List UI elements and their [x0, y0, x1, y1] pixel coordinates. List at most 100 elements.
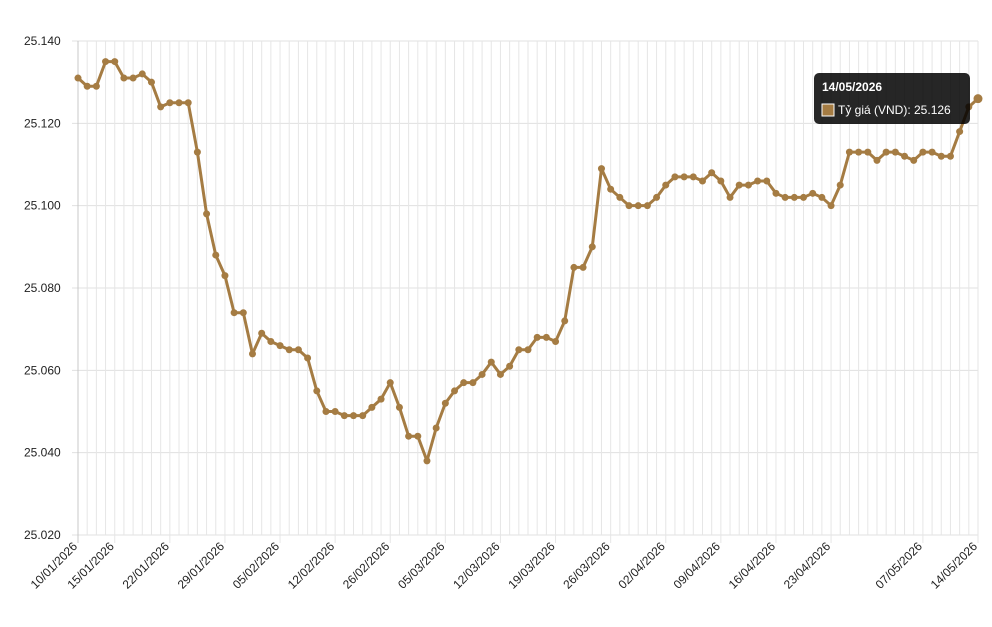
tooltip: 14/05/2026 Tỷ giá (VND): 25.126	[814, 73, 970, 124]
data-point	[946, 152, 954, 160]
x-tick-label: 09/04/2026	[671, 539, 724, 592]
data-point	[414, 432, 422, 440]
x-tick-label: 29/01/2026	[175, 539, 228, 592]
data-point	[368, 403, 376, 411]
data-point	[92, 82, 100, 90]
data-point	[634, 202, 642, 210]
x-tick-label: 12/03/2026	[450, 539, 503, 592]
data-point	[405, 432, 413, 440]
data-point	[496, 370, 504, 378]
data-point	[478, 370, 486, 378]
x-tick-label: 07/05/2026	[873, 539, 926, 592]
data-point	[120, 74, 128, 82]
data-point	[147, 78, 155, 86]
data-point	[680, 173, 688, 181]
data-point	[350, 412, 358, 420]
data-point	[423, 457, 431, 465]
plot	[74, 58, 983, 465]
data-point	[157, 103, 165, 111]
data-point	[102, 58, 110, 66]
data-point	[230, 309, 238, 317]
y-tick-label: 25.060	[24, 363, 61, 377]
data-point	[432, 424, 440, 432]
data-point	[956, 128, 964, 136]
data-point	[708, 169, 716, 177]
data-point	[248, 350, 256, 358]
x-tick-label: 16/04/2026	[726, 539, 779, 592]
tooltip-swatch	[821, 103, 835, 117]
tooltip-text: Tỷ giá (VND): 25.126	[838, 103, 951, 117]
tooltip-box	[814, 73, 970, 124]
data-point	[671, 173, 679, 181]
data-point	[597, 165, 605, 173]
data-point	[937, 152, 945, 160]
data-point	[689, 173, 697, 181]
data-point	[616, 193, 624, 201]
data-point	[441, 399, 449, 407]
y-tick-label: 25.080	[24, 281, 61, 295]
data-point	[662, 181, 670, 189]
data-point	[928, 148, 936, 156]
x-tick-label: 05/02/2026	[230, 539, 283, 592]
data-point	[790, 193, 798, 201]
data-point	[607, 185, 615, 193]
data-point	[772, 189, 780, 197]
data-point	[800, 193, 808, 201]
data-point	[533, 333, 541, 341]
data-point	[506, 362, 514, 370]
data-point	[864, 148, 872, 156]
data-point	[359, 412, 367, 420]
data-point	[304, 354, 312, 362]
x-tick-label: 23/04/2026	[781, 539, 834, 592]
x-tick-label: 26/03/2026	[560, 539, 613, 592]
data-point	[83, 82, 91, 90]
data-point	[239, 309, 247, 317]
data-point	[781, 193, 789, 201]
data-point	[166, 99, 174, 107]
data-point	[717, 177, 725, 185]
data-point	[377, 395, 385, 403]
data-point	[570, 263, 578, 271]
tooltip-title: 14/05/2026	[822, 80, 882, 94]
data-point	[313, 387, 321, 395]
data-point	[542, 333, 550, 341]
data-point	[129, 74, 137, 82]
data-point	[322, 408, 330, 415]
data-point	[588, 243, 596, 251]
x-tick-label: 02/04/2026	[616, 539, 669, 592]
x-tick-label: 05/03/2026	[395, 539, 448, 592]
data-point	[212, 251, 220, 259]
data-point	[754, 177, 762, 185]
data-point	[919, 148, 927, 156]
data-point	[698, 177, 706, 185]
data-point	[561, 317, 569, 325]
x-tick-label: 26/02/2026	[340, 539, 393, 592]
data-point	[138, 70, 146, 78]
data-point	[579, 263, 587, 271]
data-point	[203, 210, 211, 218]
data-point	[276, 342, 284, 350]
data-point	[873, 156, 881, 164]
data-point	[809, 189, 817, 197]
x-tick-label: 14/05/2026	[928, 539, 981, 592]
data-point	[469, 379, 477, 387]
data-point	[836, 181, 844, 189]
data-point	[901, 152, 909, 160]
data-point	[735, 181, 743, 189]
data-point	[175, 99, 183, 107]
data-point	[258, 329, 266, 337]
data-point	[891, 148, 899, 156]
x-tick-label: 19/03/2026	[505, 539, 558, 592]
data-point	[184, 99, 192, 107]
data-point	[74, 74, 82, 82]
data-point	[267, 338, 275, 346]
data-point	[111, 58, 119, 66]
data-point	[515, 346, 523, 354]
y-tick-label: 25.140	[24, 34, 61, 48]
data-point	[744, 181, 752, 189]
data-point	[973, 94, 983, 104]
y-tick-label: 25.020	[24, 528, 61, 542]
data-point	[451, 387, 459, 395]
data-point	[285, 346, 293, 354]
data-point	[653, 193, 661, 201]
